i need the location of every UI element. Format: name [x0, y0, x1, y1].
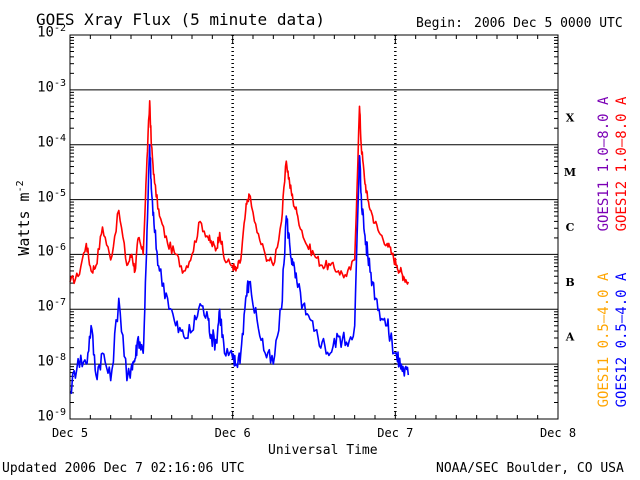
y-tick-base: 10: [37, 79, 54, 96]
y-tick-label: 10-5: [37, 188, 66, 206]
flare-class-b: B: [565, 276, 574, 289]
plot-frame: [69, 34, 559, 420]
x-axis-label: Universal Time: [268, 443, 378, 458]
begin-date: 2006 Dec 5 0000 UTC: [474, 16, 623, 31]
y-tick-exp: -7: [53, 297, 66, 309]
legend-goes11-short: GOES11 0.5–4.0 A: [596, 272, 612, 408]
y-axis-label: Watts m-2: [15, 180, 33, 255]
legend-goes12-long: GOES12 1.0–8.0 A: [614, 96, 630, 232]
series-line-goes12-long: [69, 100, 410, 285]
updated-timestamp: Updated 2006 Dec 7 02:16:06 UTC: [2, 461, 245, 476]
x-tick-label-2: Dec 7: [377, 426, 413, 440]
y-tick-label: 10-7: [37, 297, 66, 315]
series-line-goes12-short: [69, 143, 410, 395]
begin-label: Begin:: [416, 16, 463, 31]
y-tick-exp: -5: [53, 187, 66, 199]
flare-class-a: A: [565, 331, 575, 344]
credit-line: NOAA/SEC Boulder, CO USA: [436, 461, 624, 476]
y-tick-base: 10: [37, 189, 54, 206]
flare-class-m: M: [564, 166, 576, 179]
y-tick-exp: -9: [53, 407, 66, 418]
legend-goes11-long: GOES11 1.0–8.0 A: [596, 96, 612, 232]
y-tick-label: 10-2: [37, 23, 66, 41]
flare-class-x: X: [566, 111, 575, 124]
y-tick-exp: -2: [53, 23, 66, 34]
y-axis-label-base: Watts m: [15, 192, 33, 256]
y-tick-exp: -3: [53, 77, 66, 89]
x-tick-label-3: Dec 8: [540, 426, 576, 440]
flare-class-c: C: [566, 221, 575, 234]
y-tick-label: 10-3: [37, 78, 66, 96]
y-tick-label: 10-8: [37, 352, 66, 370]
y-tick-exp: -4: [53, 132, 66, 144]
chart-title: GOES Xray Flux (5 minute data): [36, 10, 325, 29]
y-tick-base: 10: [37, 24, 54, 41]
y-tick-label: 10-9: [37, 407, 66, 425]
y-tick-exp: -6: [53, 242, 66, 254]
x-tick-label-1: Dec 6: [215, 426, 251, 440]
y-tick-base: 10: [37, 244, 54, 261]
y-tick-base: 10: [37, 134, 54, 151]
y-tick-label: 10-4: [37, 133, 66, 151]
y-tick-base: 10: [37, 353, 54, 370]
legend-goes12-short: GOES12 0.5–4.0 A: [614, 272, 630, 408]
y-tick-base: 10: [37, 408, 54, 425]
y-tick-label: 10-6: [37, 242, 66, 260]
y-tick-exp: -8: [53, 352, 66, 364]
y-tick-base: 10: [37, 298, 54, 315]
x-tick-label-0: Dec 5: [52, 426, 88, 440]
y-axis-label-exp: -2: [15, 180, 26, 193]
